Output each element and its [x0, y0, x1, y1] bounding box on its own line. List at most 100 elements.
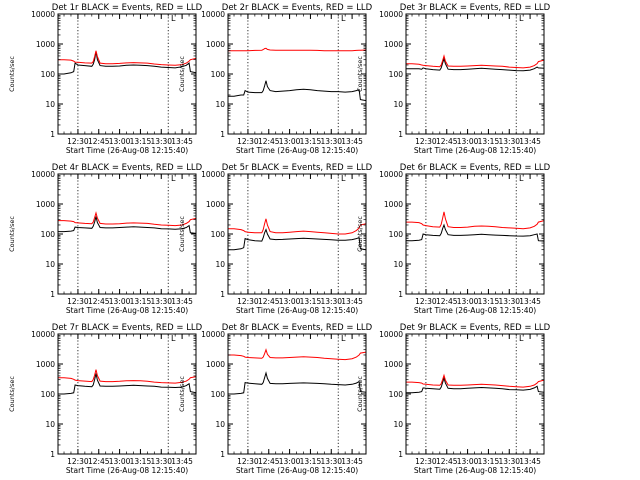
series-line-lld	[58, 211, 197, 227]
x-tick-label: 13:45	[171, 457, 193, 466]
x-tick-label: 12:45	[258, 297, 280, 306]
x-tick-label: 13:15	[300, 137, 322, 146]
y-tick-label: 1	[50, 450, 55, 459]
detector-panel-6: Det 6r BLACK = Events, RED = LLD 1 10 100 10…	[356, 163, 551, 315]
y-tick-label: 10000	[379, 330, 403, 339]
x-tick-label: 13:30	[320, 137, 342, 146]
y-tick-label: 100	[41, 70, 56, 79]
series-line-events	[406, 57, 545, 72]
x-tick-label: 12:30	[237, 457, 259, 466]
corner-mark: L	[341, 174, 346, 183]
y-tick-label: 10	[393, 420, 403, 429]
y-tick-label: 1	[398, 290, 403, 299]
x-tick-label: 12:45	[258, 137, 280, 146]
x-tick-label: 13:00	[279, 137, 301, 146]
x-tick-label: 12:30	[415, 457, 437, 466]
y-tick-label: 1	[398, 130, 403, 139]
y-tick-label: 10000	[31, 170, 55, 179]
x-tick-label: 12:30	[415, 137, 437, 146]
x-tick-label: 12:45	[88, 297, 110, 306]
y-tick-label: 1000	[36, 200, 55, 209]
x-axis-label: Start Time (26-Aug-08 12:15:40)	[236, 306, 358, 315]
x-tick-label: 13:00	[109, 297, 131, 306]
y-tick-label: 100	[41, 390, 56, 399]
panel-title: Det 4r BLACK = Events, RED = LLD	[52, 163, 203, 173]
plot-frame	[57, 13, 197, 135]
y-axis-label: Counts/sec	[356, 376, 364, 412]
y-tick-label: 10	[215, 100, 225, 109]
plot-frame	[405, 173, 545, 295]
x-tick-label: 13:15	[300, 457, 322, 466]
y-axis-label: Counts/sec	[8, 376, 16, 412]
x-tick-label: 13:00	[279, 457, 301, 466]
y-tick-label: 100	[211, 390, 226, 399]
series-line-lld	[228, 47, 367, 52]
y-tick-label: 1	[50, 290, 55, 299]
detector-panel-2: Det 2r BLACK = Events, RED = LLD 1 10 100 10…	[178, 3, 373, 155]
plot-frame	[227, 333, 367, 455]
series-line-lld	[228, 348, 367, 361]
x-tick-label: 13:30	[150, 297, 172, 306]
y-tick-label: 10	[45, 420, 55, 429]
y-tick-label: 1	[398, 450, 403, 459]
x-tick-label: 13:30	[498, 457, 520, 466]
x-tick-label: 12:45	[436, 137, 458, 146]
y-tick-label: 10	[215, 260, 225, 269]
y-tick-label: 10000	[201, 10, 225, 19]
x-tick-label: 13:30	[150, 137, 172, 146]
corner-mark: L	[171, 14, 176, 23]
x-tick-label: 13:30	[498, 297, 520, 306]
y-axis-label: Counts/sec	[8, 56, 16, 92]
detector-panel-4: Det 4r BLACK = Events, RED = LLD 1 10 100 10…	[8, 163, 203, 315]
y-tick-label: 100	[389, 230, 404, 239]
y-axis-label: Counts/sec	[178, 376, 186, 412]
detector-panel-8: Det 8r BLACK = Events, RED = LLD 1 10 100 10…	[178, 323, 373, 475]
panel-title: Det 9r BLACK = Events, RED = LLD	[400, 323, 551, 333]
series-line-events	[58, 216, 197, 234]
y-axis-label: Counts/sec	[178, 216, 186, 252]
x-tick-label: 12:30	[67, 137, 89, 146]
x-tick-label: 12:30	[67, 457, 89, 466]
plot-frame	[227, 13, 367, 135]
x-axis-label: Start Time (26-Aug-08 12:15:40)	[414, 146, 536, 155]
corner-mark: L	[341, 14, 346, 23]
plot-frame	[405, 13, 545, 135]
x-tick-label: 12:45	[88, 137, 110, 146]
x-tick-label: 12:45	[436, 457, 458, 466]
detector-panel-1: Det 1r BLACK = Events, RED = LLD 1 10 100 10…	[8, 3, 203, 155]
x-tick-label: 12:45	[436, 297, 458, 306]
plot-frame	[57, 173, 197, 295]
y-tick-label: 1000	[36, 360, 55, 369]
x-tick-label: 13:30	[498, 137, 520, 146]
series-line-events	[228, 371, 367, 395]
series-line-events	[228, 228, 367, 251]
x-tick-label: 12:30	[415, 297, 437, 306]
y-axis-label: Counts/sec	[356, 56, 364, 92]
series-line-lld	[406, 54, 545, 69]
panel-title: Det 8r BLACK = Events, RED = LLD	[222, 323, 373, 333]
panel-title: Det 5r BLACK = Events, RED = LLD	[222, 163, 373, 173]
x-tick-label: 12:30	[237, 137, 259, 146]
panel-title: Det 2r BLACK = Events, RED = LLD	[222, 3, 373, 13]
x-axis-label: Start Time (26-Aug-08 12:15:40)	[66, 306, 188, 315]
series-line-lld	[58, 50, 197, 66]
y-tick-label: 1	[220, 130, 225, 139]
detector-panel-5: Det 5r BLACK = Events, RED = LLD 1 10 100 10…	[178, 163, 373, 315]
x-tick-label: 12:45	[88, 457, 110, 466]
y-tick-label: 1000	[36, 40, 55, 49]
y-tick-label: 100	[211, 230, 226, 239]
x-tick-label: 13:15	[300, 297, 322, 306]
corner-mark: L	[519, 334, 524, 343]
y-axis-label: Counts/sec	[178, 56, 186, 92]
y-tick-label: 10000	[31, 330, 55, 339]
corner-mark: L	[519, 174, 524, 183]
panel-title: Det 1r BLACK = Events, RED = LLD	[52, 3, 203, 13]
x-axis-label: Start Time (26-Aug-08 12:15:40)	[236, 146, 358, 155]
y-tick-label: 1	[50, 130, 55, 139]
series-line-lld	[406, 211, 545, 230]
x-tick-label: 13:30	[320, 297, 342, 306]
y-tick-label: 1000	[384, 360, 403, 369]
y-tick-label: 100	[41, 230, 56, 239]
series-line-events	[228, 80, 367, 102]
x-axis-label: Start Time (26-Aug-08 12:15:40)	[236, 466, 358, 475]
